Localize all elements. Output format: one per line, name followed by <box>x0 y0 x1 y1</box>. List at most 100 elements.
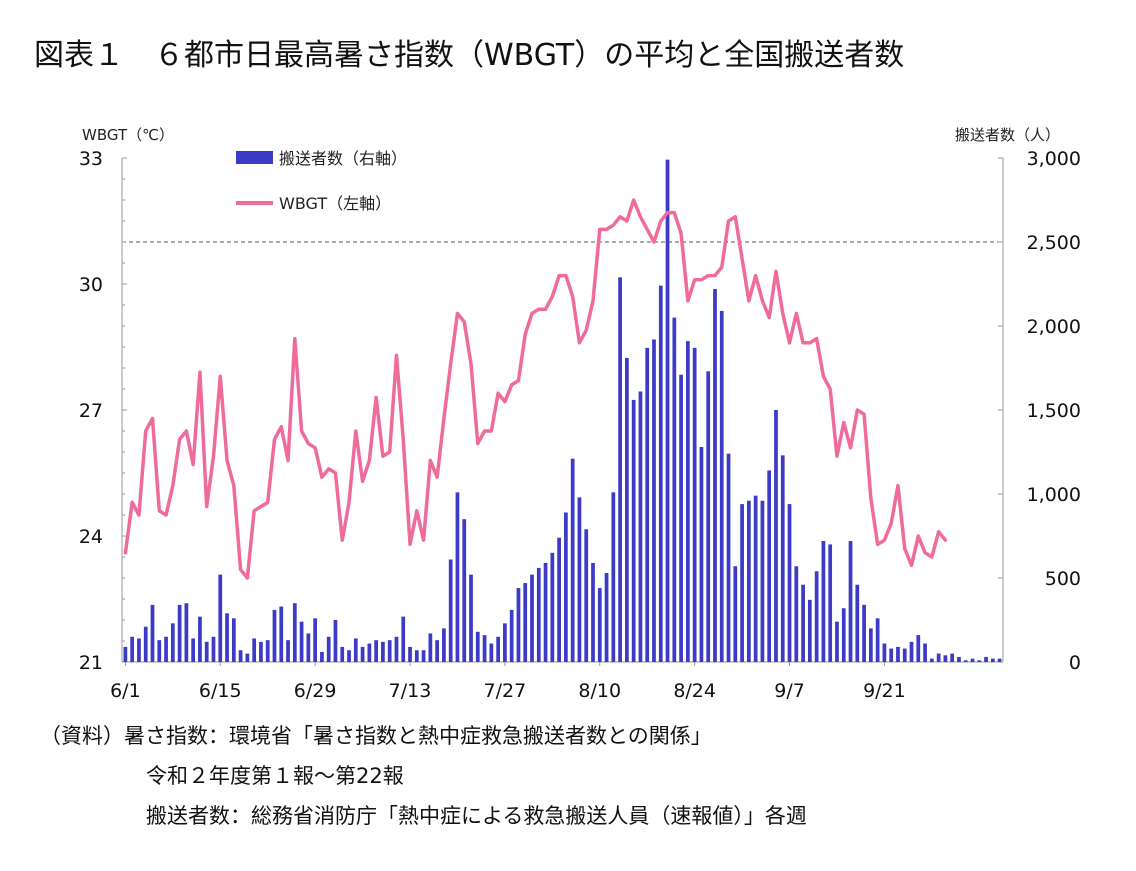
bar <box>753 495 758 662</box>
left-tick-label: 21 <box>79 652 103 674</box>
bar <box>394 636 399 662</box>
bar <box>509 609 514 662</box>
source-note-transport: 搬送者数：総務省消防庁「熱中症による救急搬送人員（速報値）」各週 <box>146 804 807 828</box>
bar <box>421 650 426 662</box>
bar <box>252 638 257 662</box>
left-tick-label: 24 <box>79 526 103 548</box>
bar <box>990 658 995 662</box>
bar <box>889 648 894 662</box>
bar <box>923 643 927 662</box>
bar <box>665 159 670 662</box>
bar <box>435 640 439 662</box>
bar <box>686 341 690 662</box>
bar <box>245 653 250 662</box>
bar <box>841 608 846 662</box>
bar <box>963 660 968 662</box>
bar <box>584 529 589 662</box>
bar <box>936 653 941 662</box>
bar <box>855 584 860 662</box>
bar <box>679 374 683 662</box>
legend-bar-swatch <box>236 151 273 164</box>
bar <box>868 628 873 662</box>
bar <box>184 603 189 662</box>
left-tick-label: 27 <box>79 400 103 422</box>
bar <box>374 640 378 662</box>
bar <box>658 285 663 662</box>
bar <box>916 635 921 662</box>
bar <box>699 446 704 662</box>
bar <box>733 566 738 662</box>
bar <box>272 609 277 662</box>
bar <box>530 574 534 662</box>
bar <box>780 455 785 662</box>
bar <box>360 646 365 662</box>
bar <box>455 492 460 662</box>
chart: 21 24 27 30 33 0 500 1,000 1,500 2,000 2,500 3,000 W… <box>79 126 1081 700</box>
bar <box>706 371 711 662</box>
x-tick-label: 9/21 <box>863 680 906 700</box>
bar <box>719 310 724 662</box>
right-tick-label: 3,000 <box>1027 148 1081 170</box>
bar <box>543 562 548 662</box>
right-tick-label: 2,500 <box>1027 232 1081 254</box>
chart-title: 図表１ ６都市日最高暑さ指数（WBGT）の平均と全国搬送者数 <box>34 38 905 73</box>
bar <box>902 648 907 662</box>
bar <box>570 458 575 662</box>
bar <box>340 646 345 662</box>
bar <box>503 623 507 662</box>
bar <box>740 504 744 662</box>
bar <box>645 347 650 662</box>
bar <box>198 616 202 662</box>
bar <box>347 650 351 662</box>
bar <box>726 453 731 662</box>
bar <box>496 636 500 662</box>
bar <box>604 572 609 662</box>
bar <box>523 583 528 662</box>
source-notes: （資料）暑さ指数：環境省「暑さ指数と熱中症救急搬送者数との関係」 令和２年度第１… <box>40 716 807 836</box>
bar <box>997 658 1002 662</box>
x-tick-label: 6/1 <box>110 680 141 700</box>
x-tick-label: 7/13 <box>389 680 432 700</box>
bar <box>489 643 494 662</box>
bar <box>943 655 948 662</box>
bar-series <box>123 159 1002 662</box>
bar <box>259 641 263 662</box>
bar <box>564 512 568 662</box>
bar <box>265 640 270 662</box>
bar <box>313 618 318 662</box>
right-tick-label: 1,500 <box>1027 400 1081 422</box>
bar <box>326 636 331 662</box>
legend: 搬送者数（右軸） WBGT（左軸） <box>236 149 407 213</box>
bar <box>672 317 677 662</box>
bar <box>231 618 236 662</box>
chart-frame <box>121 157 1004 666</box>
bar <box>984 656 988 662</box>
bar <box>638 391 643 662</box>
bar <box>970 658 975 662</box>
bar <box>767 470 772 662</box>
bar <box>977 660 982 662</box>
bar <box>475 631 480 662</box>
bar <box>137 638 141 662</box>
bar <box>130 636 135 662</box>
bar <box>774 410 778 662</box>
tick-labels: 21 24 27 30 33 0 500 1,000 1,500 2,000 2,500 3,000 W… <box>79 126 1081 700</box>
right-tick-label: 1,000 <box>1027 484 1081 506</box>
bar <box>150 604 155 662</box>
bar <box>320 651 324 662</box>
right-tick-label: 0 <box>1069 652 1081 674</box>
bar <box>597 588 602 662</box>
bar <box>428 633 433 662</box>
bar <box>550 552 555 662</box>
bar <box>625 357 629 662</box>
wbgt-line <box>123 198 948 580</box>
bar <box>408 646 412 662</box>
bar <box>299 621 304 662</box>
bar <box>801 584 805 662</box>
bar <box>448 559 453 662</box>
bar <box>896 646 900 662</box>
bar <box>814 571 819 662</box>
bar <box>164 636 168 662</box>
bar <box>143 626 148 662</box>
bar <box>516 588 521 662</box>
